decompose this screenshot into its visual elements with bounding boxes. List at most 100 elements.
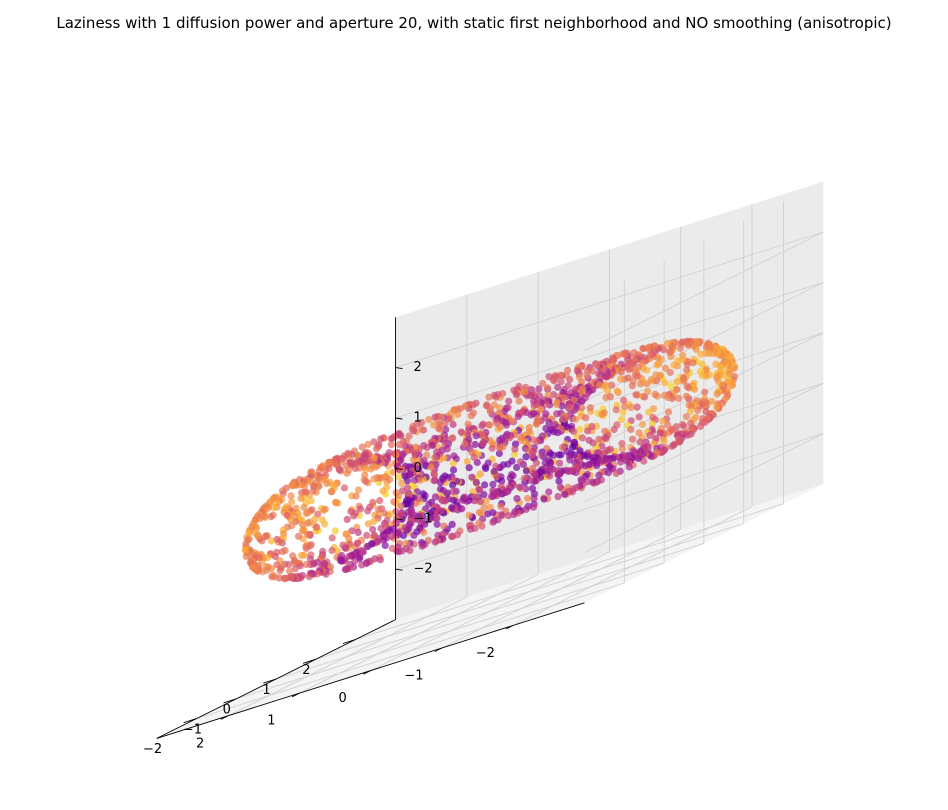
scatter-point <box>493 419 501 427</box>
scatter-point <box>283 511 291 519</box>
grid-line-z-left <box>584 382 824 503</box>
scatter-point <box>598 442 606 450</box>
x-tick <box>434 647 443 653</box>
grid-line-z-back <box>395 433 824 570</box>
scatter-point <box>300 503 308 511</box>
scatter-point <box>395 473 403 481</box>
scatter-point <box>570 427 578 436</box>
scatter-point <box>566 456 574 464</box>
scatter-point <box>437 495 445 503</box>
scatter-point <box>402 539 410 548</box>
scatter-point <box>608 381 616 389</box>
scatter-point <box>646 431 654 439</box>
scatter-point <box>430 421 438 429</box>
scatter-point <box>683 361 691 369</box>
scatter-point <box>635 413 643 421</box>
scatter-point <box>297 494 305 502</box>
scatter-point <box>342 530 350 538</box>
scatter-point <box>627 403 635 411</box>
scatter-point <box>573 367 582 375</box>
x-tick-label: −2 <box>476 646 495 661</box>
axis-lines <box>156 317 585 739</box>
scatter-point <box>627 425 635 434</box>
scatter-point <box>470 497 479 505</box>
scatter-point <box>279 490 287 498</box>
scatter-point <box>480 503 488 511</box>
scatter-point <box>442 425 450 434</box>
scatter-point <box>364 542 372 551</box>
scatter-point <box>410 531 418 539</box>
scatter-point <box>354 539 362 547</box>
x-tick-label: −1 <box>404 669 423 684</box>
z-tick <box>395 367 403 370</box>
scatter-point <box>632 391 640 399</box>
scatter-point <box>489 518 497 526</box>
scatter-point <box>328 546 336 555</box>
scatter-point <box>489 480 497 488</box>
scatter-point <box>448 504 456 512</box>
scatter-point <box>415 476 423 484</box>
scatter-point <box>595 381 604 389</box>
scatter-point <box>533 420 541 428</box>
scatter-point <box>713 390 721 398</box>
scatter-point <box>431 493 439 501</box>
scatter-point <box>267 537 276 545</box>
scatter-point <box>418 542 426 550</box>
scatter-point <box>514 413 522 421</box>
scatter-point <box>443 445 451 453</box>
grid-line-y-floor <box>275 542 705 680</box>
scatter-point <box>532 459 541 467</box>
scatter-point <box>364 507 372 515</box>
scatter-point <box>370 438 378 446</box>
scatter-point <box>361 466 370 474</box>
scatter-point <box>540 495 548 503</box>
z-tick-label: 0 <box>414 461 422 476</box>
scatter-point <box>601 434 609 442</box>
scatter-point <box>560 415 568 423</box>
scatter-point <box>487 492 496 501</box>
scatter-point <box>701 388 709 396</box>
scatter-point <box>285 567 294 575</box>
scatter-point <box>513 463 521 471</box>
scatter-point <box>666 347 674 355</box>
scatter-point <box>363 531 371 540</box>
scatter-point <box>578 404 586 412</box>
scatter-point <box>621 403 629 411</box>
scatter-point <box>381 541 389 550</box>
scatter-point <box>372 445 381 453</box>
y-tick <box>223 698 237 704</box>
scatter-point <box>287 492 295 500</box>
scatter-point <box>545 373 553 381</box>
scatter-point <box>358 443 366 451</box>
scatter-point <box>294 532 303 540</box>
grid-line-z-left <box>584 433 824 553</box>
scatter-point <box>595 471 603 479</box>
scatter-point <box>343 515 351 524</box>
scatter-point <box>482 464 490 473</box>
scatter-point <box>436 485 445 493</box>
scatter-point <box>525 428 533 436</box>
scatter-point <box>585 436 593 444</box>
scatter-point <box>388 544 396 553</box>
scatter-point <box>411 449 419 458</box>
scatter-point <box>571 415 580 423</box>
scatter-point <box>589 478 597 486</box>
scatter-point <box>629 447 637 455</box>
scatter-point <box>641 393 649 401</box>
scatter-point <box>664 421 672 429</box>
z-tick <box>395 518 403 521</box>
scatter-point <box>682 413 691 421</box>
scatter-point <box>624 374 632 382</box>
y-tick <box>302 658 317 664</box>
scatter-point <box>337 556 345 565</box>
scatter-point <box>318 552 326 560</box>
scatter-point <box>647 375 656 383</box>
scatter-point <box>497 483 505 491</box>
scatter-point <box>481 481 489 489</box>
x-tick <box>220 715 229 720</box>
scatter-point <box>278 539 286 547</box>
scatter-point <box>457 428 465 436</box>
scatter-point <box>661 364 670 372</box>
scatter-point <box>364 440 372 449</box>
scatter-point <box>682 392 691 400</box>
